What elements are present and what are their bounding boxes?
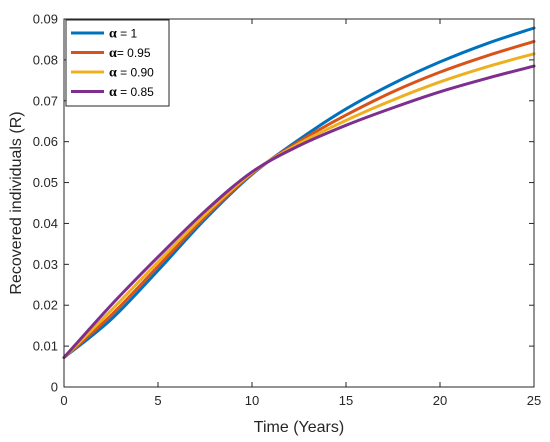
legend-entry: α = 1 bbox=[71, 27, 138, 42]
legend: α = 1 α= 0.95 α = 0.90 α = 0.85 bbox=[65, 19, 170, 107]
x-tick-label: 20 bbox=[433, 393, 447, 408]
x-axis-title: Time (Years) bbox=[254, 419, 344, 436]
y-tick-label: 0.04 bbox=[33, 216, 58, 231]
axes-frame bbox=[63, 18, 535, 388]
x-tick-label: 15 bbox=[339, 393, 353, 408]
y-tick-label: 0.08 bbox=[33, 52, 58, 67]
y-axis-title: Recovered individuals (R) bbox=[8, 111, 25, 294]
x-tick-label: 0 bbox=[60, 393, 67, 408]
y-tick-label: 0.03 bbox=[33, 257, 58, 272]
legend-entry: α = 0.90 bbox=[71, 66, 154, 81]
legend-label: α = 1 bbox=[109, 27, 138, 42]
y-tick-label: 0.07 bbox=[33, 93, 58, 108]
legend-entry: α= 0.95 bbox=[71, 46, 151, 61]
series-layer bbox=[62, 26, 536, 360]
series-line-3 bbox=[62, 52, 536, 360]
y-axis-ticks: 0 0.01 0.02 0.03 0.04 0.05 0.06 0.07 0.08 0.09 bbox=[33, 12, 534, 395]
y-tick-label: 0.06 bbox=[33, 134, 58, 149]
x-tick-label: 10 bbox=[245, 393, 259, 408]
y-tick-label: 0.02 bbox=[33, 298, 58, 313]
legend-label: α = 0.90 bbox=[109, 66, 154, 81]
y-tick-label: 0 bbox=[51, 380, 58, 395]
series-line-4 bbox=[62, 64, 536, 360]
x-tick-label: 5 bbox=[154, 393, 161, 408]
y-tick-label: 0.05 bbox=[33, 175, 58, 190]
legend-entry: α = 0.85 bbox=[71, 85, 154, 100]
y-tick-label: 0.09 bbox=[33, 12, 58, 27]
y-tick-label: 0.01 bbox=[33, 339, 58, 354]
series-line-1 bbox=[62, 26, 536, 360]
series-line-2 bbox=[62, 39, 536, 360]
legend-label: α = 0.85 bbox=[109, 85, 154, 100]
legend-label: α= 0.95 bbox=[109, 46, 151, 61]
axes-box bbox=[63, 18, 535, 388]
x-tick-label: 25 bbox=[527, 393, 541, 408]
x-axis-ticks: 0 5 10 15 20 25 bbox=[60, 19, 541, 408]
